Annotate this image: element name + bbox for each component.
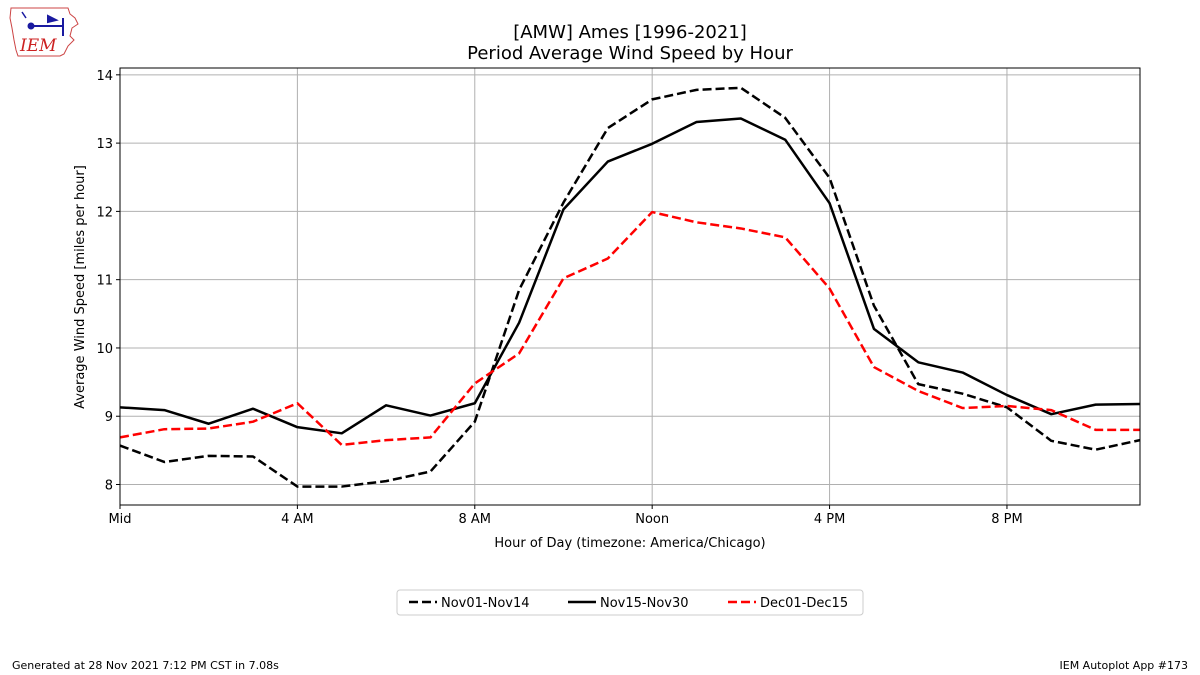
y-tick-label: 9 [105, 410, 113, 425]
x-axis: Mid 4 AM 8 AM Noon 4 PM 8 PM [108, 505, 1023, 527]
y-tick-label: 8 [105, 479, 113, 494]
y-tick-label: 12 [96, 205, 113, 220]
y-tick-label: 14 [96, 69, 113, 84]
legend-label-1: Nov01-Nov14 [441, 596, 530, 611]
y-tick-label: 13 [96, 137, 113, 152]
series-line-2 [119, 117, 1141, 435]
weather-station-icon [21, 11, 64, 36]
iowa-outline-icon [9, 7, 79, 57]
x-tick-label: Noon [635, 512, 669, 527]
x-tick-label: 8 PM [991, 512, 1022, 527]
x-tick-label: 8 AM [459, 512, 492, 527]
y-tick-label: 11 [96, 274, 113, 289]
legend-label-3: Dec01-Dec15 [760, 596, 848, 611]
app-id-label: IEM Autoplot App #173 [1059, 659, 1189, 672]
x-tick-label: 4 AM [281, 512, 314, 527]
chart-subtitle: Period Average Wind Speed by Hour [467, 43, 793, 64]
series-line-3 [119, 210, 1140, 447]
legend: Nov01-Nov14 Nov15-Nov30 Dec01-Dec15 [396, 589, 864, 616]
y-axis-label: Average Wind Speed [miles per hour] [73, 165, 88, 409]
plot-frame [119, 67, 1141, 506]
x-tick-label: 4 PM [814, 512, 845, 527]
legend-box [396, 589, 864, 616]
x-tick-label: Mid [108, 512, 131, 527]
logo-text: IEM [19, 36, 57, 56]
iem-logo: IEM [8, 6, 80, 60]
generated-timestamp: Generated at 28 Nov 2021 7:12 PM CST in … [12, 659, 279, 672]
legend-label-2: Nov15-Nov30 [600, 596, 689, 611]
series-line-1 [119, 86, 1141, 488]
y-tick-label: 10 [96, 342, 113, 357]
chart-title: [AMW] Ames [1996-2021] [513, 22, 747, 43]
series-lines [119, 86, 1141, 488]
x-axis-label: Hour of Day (timezone: America/Chicago) [494, 536, 765, 551]
y-axis: 8 9 10 11 12 13 14 [96, 69, 120, 494]
grid-lines [119, 68, 1140, 505]
